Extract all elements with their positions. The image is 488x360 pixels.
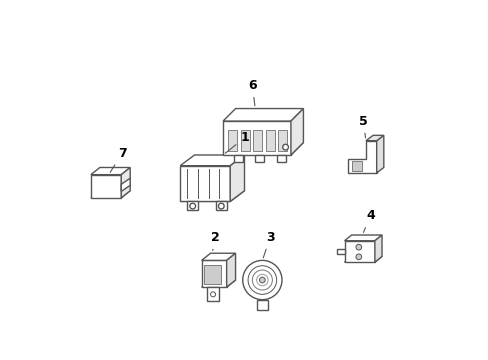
Polygon shape [180,191,244,202]
Polygon shape [91,191,130,198]
Polygon shape [347,141,376,173]
Polygon shape [121,178,130,192]
Polygon shape [180,166,230,202]
Polygon shape [344,241,374,262]
Polygon shape [290,109,303,155]
Text: 1: 1 [225,131,249,153]
Polygon shape [257,300,267,310]
Polygon shape [241,130,249,152]
Circle shape [218,203,224,209]
Text: 4: 4 [363,209,374,233]
Circle shape [259,277,264,283]
Polygon shape [365,135,383,141]
Circle shape [189,203,195,209]
Text: 2: 2 [210,231,219,251]
Polygon shape [344,235,381,241]
Text: 3: 3 [263,231,274,258]
Polygon shape [206,287,219,301]
Circle shape [355,254,361,260]
Polygon shape [344,256,381,262]
Text: 5: 5 [358,114,367,138]
Polygon shape [223,109,303,121]
Polygon shape [276,155,285,162]
Polygon shape [216,202,226,210]
Polygon shape [233,155,242,162]
Polygon shape [376,135,383,173]
Polygon shape [201,260,226,287]
Polygon shape [255,155,264,162]
Polygon shape [226,253,235,287]
Polygon shape [121,167,130,198]
Polygon shape [91,167,130,175]
Polygon shape [223,143,303,155]
Polygon shape [230,155,244,202]
Polygon shape [201,253,235,260]
Polygon shape [187,202,198,210]
Circle shape [242,260,282,300]
Polygon shape [253,130,262,152]
Polygon shape [265,130,274,152]
Polygon shape [228,130,237,152]
Polygon shape [91,175,121,198]
Polygon shape [180,155,244,166]
Polygon shape [337,249,344,254]
Polygon shape [223,121,290,155]
Circle shape [282,144,288,150]
Polygon shape [374,235,381,262]
Circle shape [355,244,361,250]
Polygon shape [204,265,221,284]
Polygon shape [351,161,362,171]
Text: 7: 7 [110,147,126,172]
Text: 6: 6 [247,79,256,106]
Circle shape [210,292,215,297]
Polygon shape [201,280,235,287]
Polygon shape [278,130,287,152]
